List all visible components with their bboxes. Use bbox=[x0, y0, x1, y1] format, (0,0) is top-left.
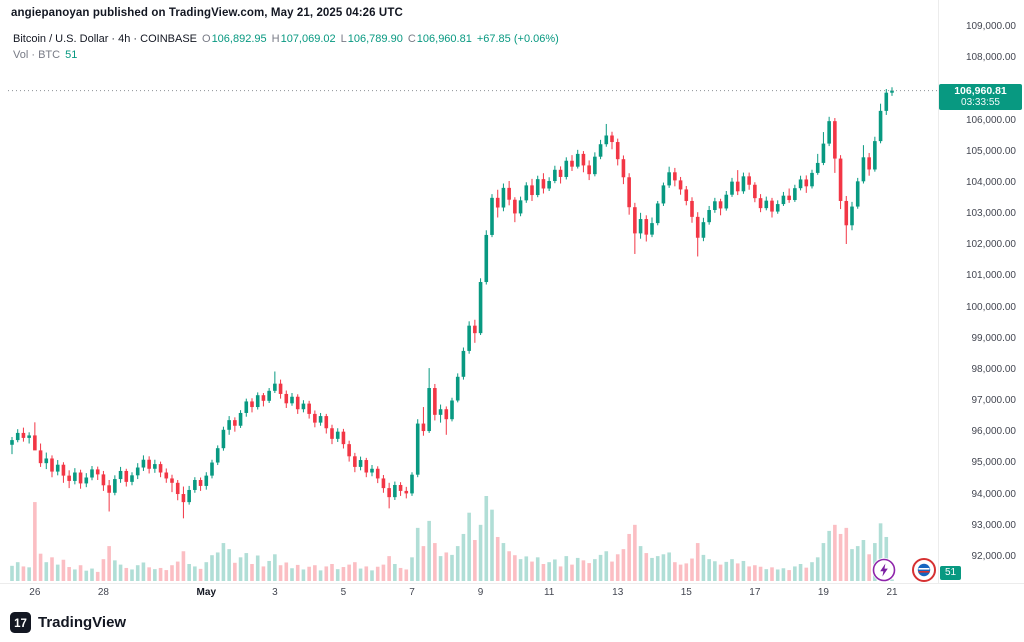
ohlc-high: H 107,069.02 bbox=[271, 33, 336, 45]
svg-text:17: 17 bbox=[14, 618, 27, 630]
price-axis-label: 96,000.00 bbox=[971, 426, 1017, 438]
price-axis-label: 100,000.00 bbox=[965, 301, 1016, 313]
current-price-badge: 106,960.81 03:33:55 bbox=[939, 83, 1022, 110]
time-axis-label: 5 bbox=[340, 587, 347, 598]
price-axis-label: 99,000.00 bbox=[971, 332, 1017, 344]
price-axis-label: 101,000.00 bbox=[965, 270, 1016, 282]
time-axis-label: 9 bbox=[477, 587, 484, 598]
volume-current-value: 51 bbox=[65, 49, 78, 61]
bar-close-countdown: 03:33:55 bbox=[961, 96, 1000, 108]
time-axis-label: 21 bbox=[886, 587, 898, 598]
price-axis-label: 95,000.00 bbox=[971, 457, 1017, 469]
ohlc-low: L 106,789.90 bbox=[340, 33, 403, 45]
time-axis-label: 11 bbox=[543, 587, 555, 598]
price-axis-label: 94,000.00 bbox=[971, 488, 1017, 500]
change-value: +67.85 (+0.06%) bbox=[476, 33, 559, 45]
author-avatar[interactable] bbox=[912, 558, 936, 582]
tradingview-logo-icon: 17 bbox=[10, 612, 31, 633]
symbol-title[interactable]: Bitcoin / U.S. Dollar · 4h · COINBASE bbox=[13, 33, 197, 45]
time-axis-label: 15 bbox=[680, 587, 692, 598]
price-axis-label: 105,000.00 bbox=[965, 145, 1016, 157]
volume-label[interactable]: Vol · BTC bbox=[13, 49, 61, 61]
price-axis-label: 109,000.00 bbox=[965, 21, 1016, 32]
price-axis-label: 93,000.00 bbox=[971, 519, 1017, 531]
time-axis[interactable]: 26 28 May 3 5 7 9 11 13 15 17 19 21 bbox=[0, 587, 938, 603]
ohlc-open: O 106,892.95 bbox=[202, 33, 267, 45]
time-axis-label: 7 bbox=[409, 587, 415, 598]
price-axis-label: 106,000.00 bbox=[965, 114, 1016, 126]
price-axis-label: 104,000.00 bbox=[965, 176, 1016, 188]
brand-name: TradingView bbox=[38, 614, 127, 631]
reaction-icons bbox=[872, 558, 936, 582]
time-axis-label: 3 bbox=[272, 587, 278, 598]
price-axis-label: 97,000.00 bbox=[971, 395, 1017, 407]
price-axis-label: 103,000.00 bbox=[965, 208, 1016, 220]
time-axis-label: 17 bbox=[749, 587, 761, 598]
price-axis-label: 108,000.00 bbox=[965, 52, 1016, 64]
boost-lightning-icon[interactable] bbox=[872, 558, 896, 582]
current-price-value: 106,960.81 bbox=[954, 84, 1007, 97]
footer-brand[interactable]: 17 TradingView bbox=[10, 612, 126, 633]
volume-axis-badge: 51 bbox=[940, 566, 962, 580]
time-axis-label: May bbox=[196, 587, 217, 598]
price-axis-label: 92,000.00 bbox=[971, 551, 1017, 562]
attribution-text: angiepanoyan published on TradingView.co… bbox=[11, 7, 403, 19]
price-axis-label: 102,000.00 bbox=[965, 239, 1016, 251]
time-axis-label: 28 bbox=[97, 587, 109, 598]
time-axis-label: 19 bbox=[817, 587, 829, 598]
ohlc-close: C 106,960.81 bbox=[407, 33, 472, 45]
legend-volume-row: Vol · BTC 51 bbox=[13, 49, 559, 61]
time-axis-label: 26 bbox=[29, 587, 41, 598]
time-axis-label: 13 bbox=[612, 587, 624, 598]
price-axis-label: 98,000.00 bbox=[971, 363, 1017, 375]
